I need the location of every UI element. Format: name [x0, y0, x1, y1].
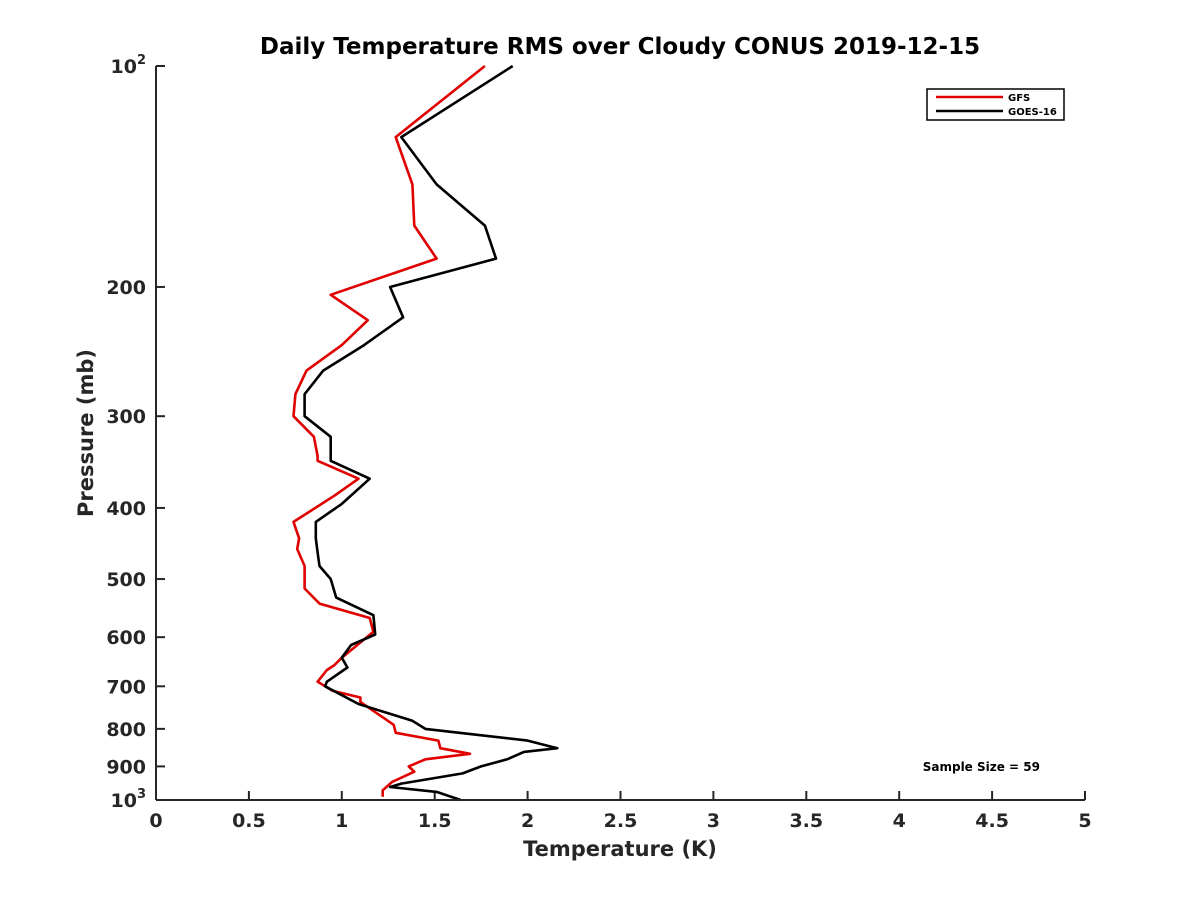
x-tick-label: 0: [149, 810, 162, 832]
y-tick-label: 300: [106, 406, 146, 428]
x-tick-label: 0.5: [232, 810, 266, 832]
x-axis-title: Temperature (K): [523, 837, 717, 861]
x-tick-label: 4: [893, 810, 906, 832]
x-tick-label: 3.5: [789, 810, 823, 832]
x-tick-label: 2: [521, 810, 534, 832]
y-tick-label: 600: [106, 627, 146, 649]
chart-title: Daily Temperature RMS over Cloudy CONUS …: [260, 34, 980, 60]
y-tick-label: 700: [106, 676, 146, 698]
x-tick-label: 3: [707, 810, 720, 832]
sample-size-annotation: Sample Size = 59: [923, 760, 1040, 774]
y-tick-base: 10: [111, 790, 137, 812]
y-tick-label: 800: [106, 719, 146, 741]
y-tick-label: 500: [106, 569, 146, 591]
x-axis-ticks: 0 0.5 1 1.5 2 2.5 3 3.5 4 4.5 5: [149, 791, 1092, 832]
y-tick-label: 103: [111, 787, 147, 812]
legend: GFS GOES-16: [926, 88, 1065, 121]
y-tick-label: 400: [106, 498, 146, 520]
legend-box: [926, 88, 1065, 121]
series-line-goes-16: [303, 64, 559, 802]
x-tick-label: 1: [335, 810, 348, 832]
x-tick-label: 5: [1078, 810, 1091, 832]
series-layer: [292, 64, 559, 802]
y-tick-exponent: 2: [137, 53, 146, 68]
y-axis-title: Pressure (mb): [74, 349, 98, 517]
x-tick-label: 4.5: [975, 810, 1009, 832]
legend-label-gfs: GFS: [1008, 93, 1030, 104]
y-tick-exponent: 3: [137, 787, 146, 802]
y-tick-label: 200: [106, 277, 146, 299]
y-tick-label: 900: [106, 756, 146, 778]
series-line-gfs: [292, 64, 486, 797]
legend-label-goes-16: GOES-16: [1008, 107, 1057, 118]
x-tick-label: 2.5: [604, 810, 638, 832]
x-tick-label: 1.5: [418, 810, 452, 832]
y-tick-base: 10: [111, 56, 137, 78]
y-tick-label: 102: [111, 53, 147, 78]
